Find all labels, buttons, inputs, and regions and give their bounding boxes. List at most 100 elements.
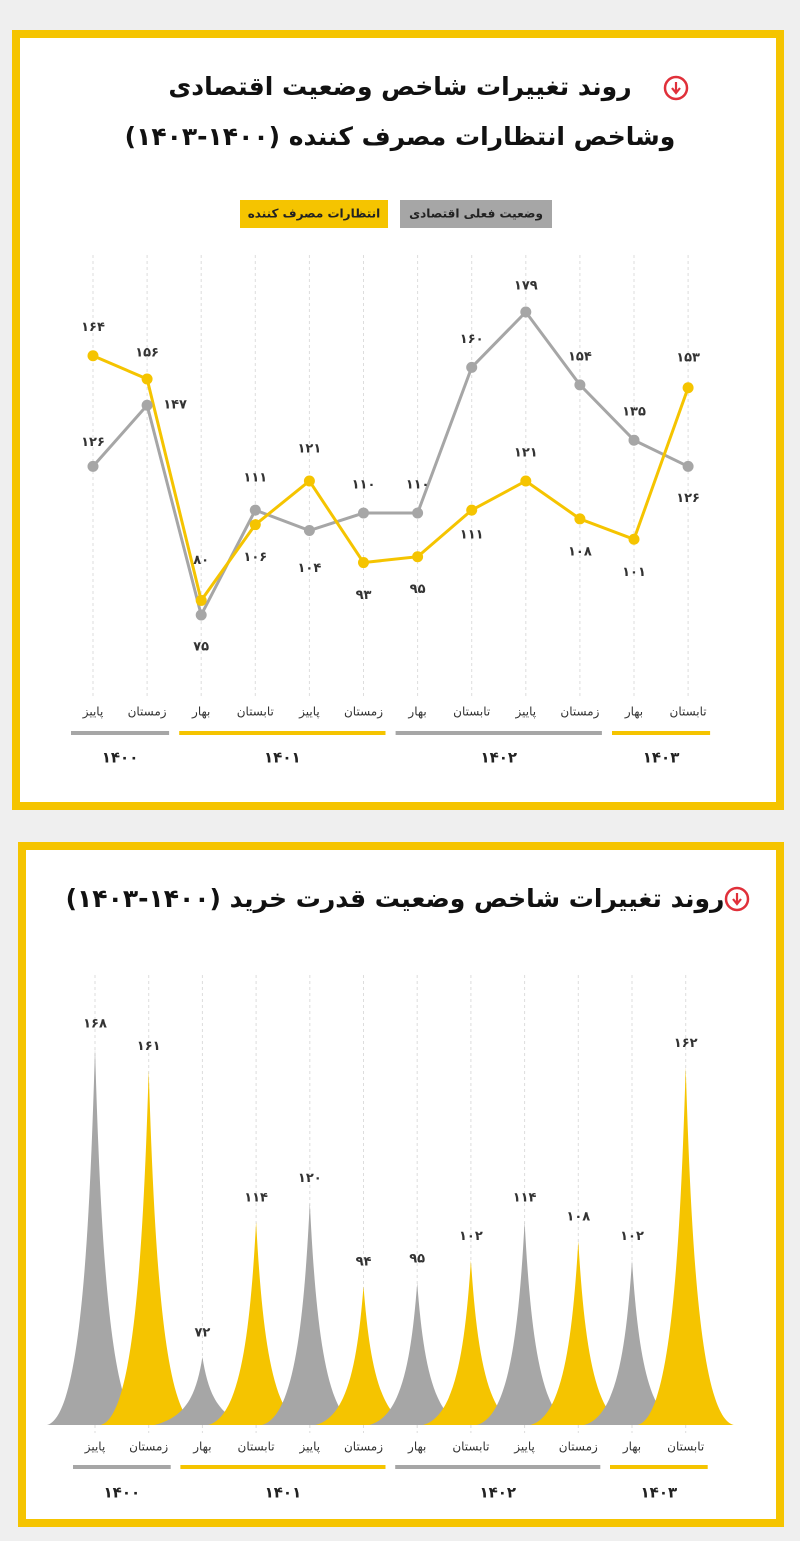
data-point — [466, 504, 478, 516]
data-label: ۱۱۰ — [352, 478, 376, 493]
icon — [671, 82, 681, 95]
data-point — [195, 609, 207, 621]
spike — [315, 1286, 412, 1425]
chart-title: وشاخص انتظارات مصرف کننده (۱۴۰۰-۱۴۰۳) — [125, 122, 676, 152]
data-label: ۹۴ — [356, 1255, 372, 1270]
data-point — [574, 513, 586, 525]
spike — [369, 1282, 466, 1425]
x-tick-label: تابستان — [238, 1440, 275, 1454]
data-label: ۱۲۶ — [676, 491, 700, 506]
data-label: ۷۲ — [194, 1326, 210, 1341]
chart-title: روند تغییرات شاخص وضعیت اقتصادی — [168, 72, 631, 102]
spike — [208, 1221, 305, 1425]
data-label: ۱۶۲ — [674, 1036, 698, 1051]
data-point — [682, 460, 694, 472]
panel — [12, 30, 784, 810]
spike — [261, 1202, 358, 1425]
data-point — [141, 399, 153, 411]
series-line — [92, 354, 690, 604]
data-label: ۱۱۴ — [513, 1190, 537, 1205]
x-tick-label: پاییز — [298, 705, 320, 720]
data-label: ۱۲۱ — [297, 441, 321, 456]
group-label: ۱۴۰۳ — [641, 1484, 678, 1502]
series-line — [91, 309, 689, 620]
data-label: ۱۴۷ — [163, 398, 187, 413]
legend-swatch — [240, 200, 388, 228]
data-point — [628, 434, 640, 446]
data-point — [520, 306, 532, 318]
legend-label: انتظارات مصرف کننده — [248, 207, 381, 221]
data-label: ۱۵۳ — [676, 350, 700, 365]
data-label: ۱۰۶ — [243, 550, 267, 565]
x-tick-label: زمستان — [344, 1440, 383, 1455]
data-point — [520, 475, 532, 487]
legend-swatch — [400, 200, 552, 228]
group-label: ۱۴۰۱ — [265, 1484, 302, 1502]
group-label: ۱۴۰۳ — [643, 749, 680, 767]
data-point — [303, 525, 315, 537]
data-point — [412, 551, 424, 563]
x-tick-label: پاییز — [513, 1440, 535, 1455]
data-point — [358, 557, 369, 569]
data-point — [195, 594, 207, 606]
data-label: ۱۲۶ — [81, 435, 105, 450]
group-label: ۱۴۰۲ — [480, 749, 517, 767]
group-label: ۱۴۰۲ — [479, 1484, 516, 1502]
data-point — [87, 460, 99, 472]
data-label: ۱۶۴ — [81, 320, 105, 335]
x-tick-label: بهار — [192, 1440, 211, 1455]
group-label: ۱۴۰۱ — [264, 749, 301, 767]
data-point — [358, 507, 369, 519]
data-point — [466, 361, 478, 373]
spike — [637, 1067, 734, 1425]
x-tick-label: پاییز — [82, 705, 104, 720]
data-point — [682, 382, 694, 394]
data-label: ۱۶۱ — [137, 1039, 161, 1054]
x-tick-label: بهار — [407, 705, 426, 720]
x-tick-label: زمستان — [128, 705, 167, 720]
x-tick-label: تابستان — [453, 705, 490, 719]
x-tick-label: زمستان — [344, 705, 383, 720]
x-tick-label: پاییز — [515, 705, 537, 720]
data-label: ۱۰۱ — [622, 565, 646, 580]
data-point — [412, 507, 424, 519]
data-label: ۱۱۱ — [243, 471, 267, 486]
data-label: ۱۰۸ — [566, 1210, 590, 1225]
spike — [530, 1241, 627, 1425]
icon — [732, 893, 742, 906]
data-label: ۷۵ — [193, 640, 209, 655]
x-tick-label: پاییز — [84, 1440, 106, 1455]
x-tick-label: زمستان — [129, 1440, 168, 1455]
data-label: ۱۷۹ — [514, 279, 538, 294]
legend-label: وضعیت فعلی اقتصادی — [409, 207, 543, 222]
data-label: ۸۰ — [193, 553, 209, 568]
data-point — [574, 379, 586, 391]
data-label: ۹۵ — [409, 1251, 425, 1266]
data-label: ۱۰۲ — [459, 1229, 483, 1244]
data-label: ۱۵۶ — [135, 346, 159, 361]
x-tick-label: زمستان — [560, 705, 599, 720]
x-tick-label: بهار — [624, 705, 643, 720]
data-point — [249, 504, 261, 516]
spike — [476, 1221, 573, 1425]
x-tick-label: تابستان — [667, 1440, 704, 1454]
data-label: ۱۲۰ — [298, 1171, 322, 1186]
x-tick-label: بهار — [407, 1440, 426, 1455]
data-label: ۱۳۵ — [622, 405, 646, 420]
data-point — [141, 373, 153, 385]
x-tick-label: تابستان — [237, 705, 274, 719]
data-label: ۱۰۸ — [568, 544, 592, 559]
group-label: ۱۴۰۰ — [102, 749, 139, 767]
data-label: ۱۰۴ — [297, 561, 321, 576]
data-label: ۹۵ — [410, 582, 426, 597]
x-tick-label: بهار — [622, 1440, 641, 1455]
spike — [100, 1070, 197, 1425]
chart-title: روند تغییرات شاخص وضعیت قدرت خرید (۱۴۰۰-… — [66, 884, 725, 914]
group-label: ۱۴۰۰ — [104, 1484, 141, 1502]
data-label: ۱۲۱ — [514, 445, 538, 460]
x-tick-label: تابستان — [670, 705, 707, 719]
x-tick-label: تابستان — [452, 1440, 489, 1454]
data-point — [87, 350, 99, 362]
x-tick-label: پاییز — [299, 1440, 321, 1455]
